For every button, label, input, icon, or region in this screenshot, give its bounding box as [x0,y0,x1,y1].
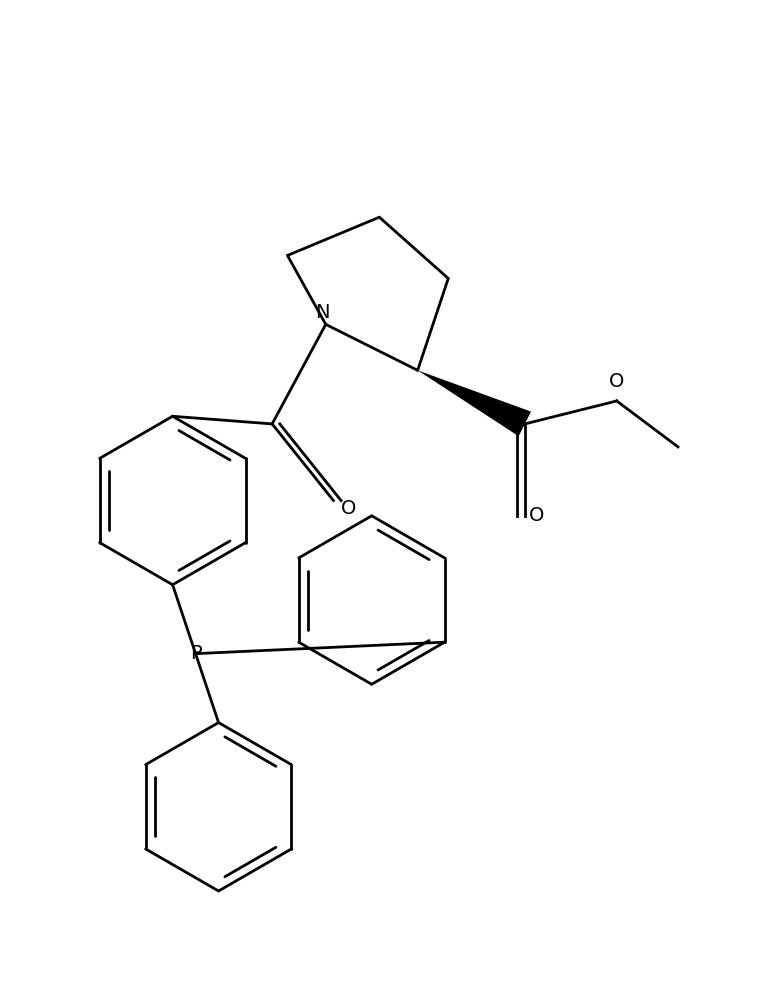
Text: P: P [190,645,201,663]
Polygon shape [418,370,531,436]
Text: O: O [341,498,356,518]
Text: O: O [529,507,544,526]
Text: N: N [315,303,329,322]
Text: O: O [609,372,625,391]
